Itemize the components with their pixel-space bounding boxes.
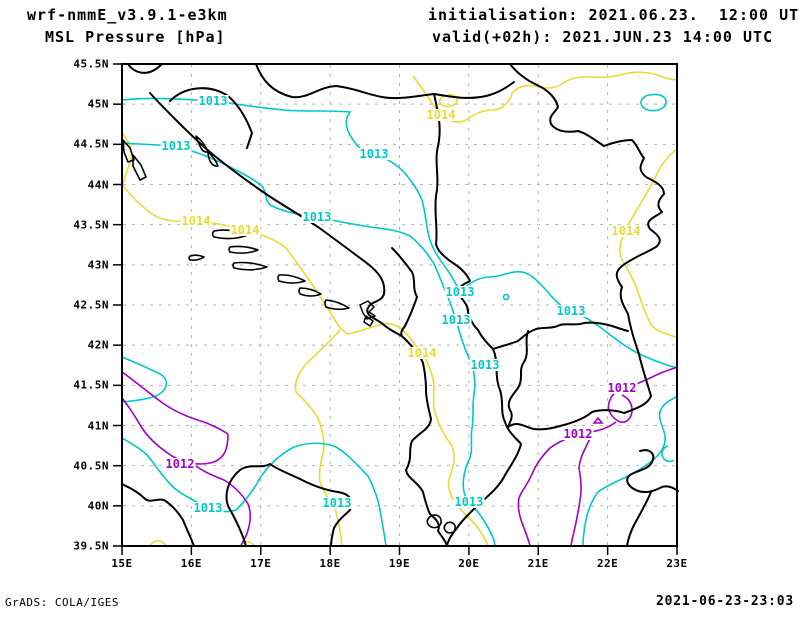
- contour-value-label: 1013: [555, 304, 587, 318]
- grads-credit-label: GrADS: COLA/IGES: [5, 596, 119, 609]
- lat-lon-gridlines: [123, 65, 676, 545]
- x-axis-tick-label: 22E: [596, 557, 619, 570]
- y-axis-tick-label: 45N: [87, 97, 109, 111]
- border-bulgaria-greece: [626, 449, 679, 494]
- y-axis-tick-label: 39.5N: [73, 539, 109, 553]
- border-croatia-north: [255, 63, 515, 100]
- contour-value-label: 1013: [358, 147, 390, 161]
- init-time-label: initialisation: 2021.06.23. 12:00 UTC: [428, 6, 800, 24]
- border-greece-exit: [626, 491, 652, 547]
- coastline-istria-corner: [127, 63, 163, 74]
- axis-tick-marks: [113, 63, 678, 555]
- y-axis-tick-label: 43.5N: [73, 218, 109, 232]
- x-axis-tick-label: 17E: [250, 557, 272, 570]
- contour-value-label: 1013: [197, 94, 229, 108]
- x-axis-tick-label: 20E: [458, 557, 480, 570]
- x-axis-tick-label: 19E: [388, 557, 411, 570]
- x-axis-tick-label: 18E: [319, 557, 341, 570]
- model-title: wrf-nmmE_v3.9.1-e3km: [27, 6, 228, 24]
- contour-value-label: 1012: [606, 381, 638, 395]
- x-axis-tick-label: 15E: [111, 557, 133, 570]
- y-axis-tick-label: 42.5N: [73, 298, 109, 312]
- y-axis-tick-label: 40N: [87, 499, 109, 513]
- contour-value-label: 1014: [425, 108, 457, 122]
- border-kosovo-macedonia: [507, 330, 529, 428]
- border-albania-macedonia: [446, 348, 522, 547]
- border-drina-bosnia: [433, 93, 629, 350]
- y-axis-tick-label: 41N: [87, 419, 109, 432]
- y-axis-tick-label: 40.5N: [73, 459, 109, 473]
- coastline-italy-left: [121, 483, 195, 547]
- y-axis-tick-label: 44N: [87, 178, 109, 191]
- contour-value-label: 1012: [164, 457, 196, 471]
- contour-value-label: 1014: [610, 224, 642, 238]
- coastline-gargano: [225, 463, 353, 547]
- contour-value-label: 1014: [229, 223, 261, 237]
- contour-value-label: 1013: [321, 496, 353, 510]
- border-bosnia-montenegro: [391, 247, 418, 337]
- y-axis-tick-label: 45.5N: [73, 57, 109, 71]
- contour-value-label: 1013: [444, 285, 476, 299]
- x-axis-tick-label: 21E: [527, 557, 549, 570]
- contour-lines-1012: [121, 366, 679, 547]
- contour-value-label: 1013: [192, 501, 224, 515]
- lakes-ohrid-prespa: [426, 514, 456, 534]
- y-axis-tick-label: 44.5N: [73, 137, 109, 151]
- coastline-boka-detail: [359, 300, 376, 327]
- field-title: MSL Pressure [hPa]: [45, 28, 226, 46]
- contour-value-label: 1014: [406, 346, 438, 360]
- contour-value-label: 1013: [469, 358, 501, 372]
- y-axis-tick-label: 42N: [87, 338, 109, 352]
- border-serbia-northeast: [507, 63, 665, 431]
- contour-value-label: 1013: [160, 139, 192, 153]
- contour-value-label: 1013: [301, 210, 333, 224]
- y-axis-tick-label: 41.5N: [73, 378, 109, 392]
- contour-value-label: 1014: [180, 214, 212, 228]
- contour-value-label: 1013: [453, 495, 485, 509]
- islands-kvarner: [122, 135, 219, 181]
- creation-timestamp: 2021-06-23-23:03: [655, 594, 794, 609]
- islands-dalmatia: [188, 229, 350, 311]
- contour-value-label: 1012: [562, 427, 594, 441]
- map-frame: [121, 63, 678, 547]
- contour-value-label: 1013: [440, 313, 472, 327]
- x-axis-tick-label: 23E: [666, 557, 688, 570]
- contour-lines-1013: [121, 93, 679, 547]
- x-axis-tick-label: 16E: [180, 557, 203, 570]
- coastline-adriatic-east: [149, 92, 448, 547]
- y-axis-tick-label: 43N: [87, 258, 109, 272]
- valid-time-label: valid(+02h): 2021.JUN.23 14:00 UTC: [432, 28, 774, 46]
